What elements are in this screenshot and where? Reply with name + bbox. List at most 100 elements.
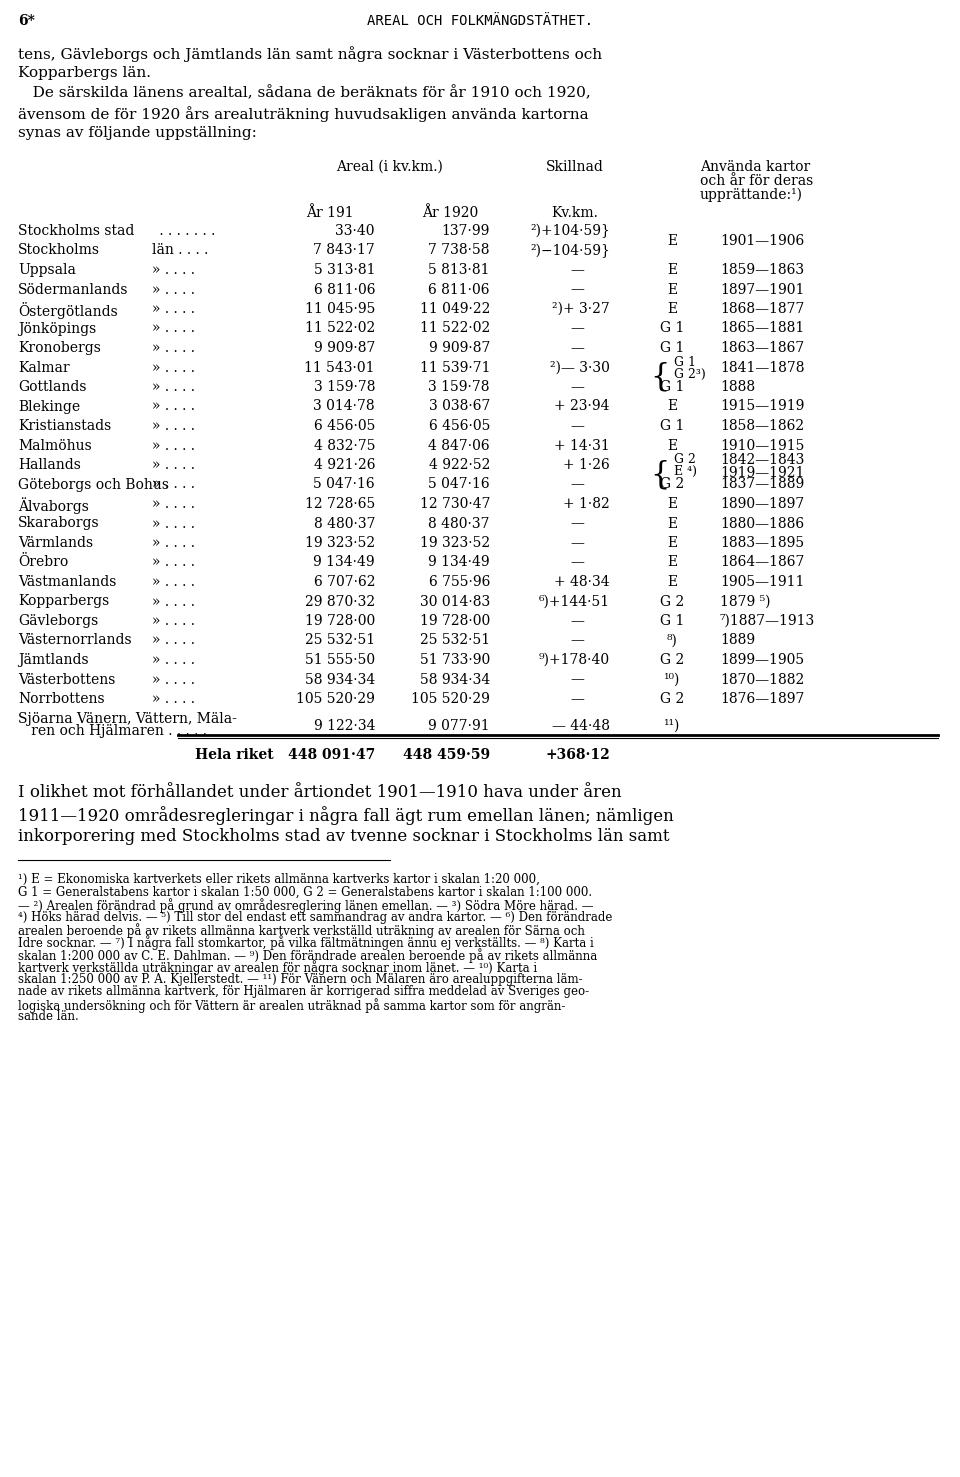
Text: + 48·34: + 48·34 [554,575,610,589]
Text: AREAL OCH FOLKMÄNGDSTÄTHET.: AREAL OCH FOLKMÄNGDSTÄTHET. [367,13,593,28]
Text: Kv.km.: Kv.km. [552,205,598,220]
Text: Västerbottens: Västerbottens [18,672,115,687]
Text: 6*: 6* [18,13,35,28]
Text: Jönköpings: Jönköpings [18,322,96,335]
Text: 448 091·47: 448 091·47 [288,747,375,762]
Text: 9 134·49: 9 134·49 [313,555,375,570]
Text: . . . . . . .: . . . . . . . [155,225,215,238]
Text: 1841—1878: 1841—1878 [720,362,804,375]
Text: arealen beroende på av rikets allmänna kartverk verkställd uträkning av arealen : arealen beroende på av rikets allmänna k… [18,923,585,938]
Text: » . . . .: » . . . . [152,595,195,609]
Text: 11 049·22: 11 049·22 [420,301,490,316]
Text: ⁹)+178·40: ⁹)+178·40 [539,653,610,668]
Text: 9 122·34: 9 122·34 [314,718,375,733]
Text: 51 555·50: 51 555·50 [305,653,375,668]
Text: G 1: G 1 [660,419,684,433]
Text: » . . . .: » . . . . [152,672,195,687]
Text: 9 077·91: 9 077·91 [428,718,490,733]
Text: nade av rikets allmänna kartverk, för Hjälmaren är korrigerad siffra meddelad av: nade av rikets allmänna kartverk, för Hj… [18,985,589,998]
Text: Areal (i kv.km.): Areal (i kv.km.) [337,160,444,174]
Text: » . . . .: » . . . . [152,399,195,414]
Text: 137·99: 137·99 [442,225,490,238]
Text: 1863—1867: 1863—1867 [720,341,804,354]
Text: {: { [651,459,670,490]
Text: » . . . .: » . . . . [152,419,195,433]
Text: 4 847·06: 4 847·06 [428,439,490,452]
Text: 1859—1863: 1859—1863 [720,263,804,278]
Text: ⁶)+144·51: ⁶)+144·51 [539,595,610,609]
Text: » . . . .: » . . . . [152,693,195,706]
Text: 1870—1882: 1870—1882 [720,672,804,687]
Text: 3 038·67: 3 038·67 [428,399,490,414]
Text: 7 738·58: 7 738·58 [428,244,490,257]
Text: 6 456·05: 6 456·05 [314,419,375,433]
Text: ²)— 3·30: ²)— 3·30 [550,360,610,375]
Text: » . . . .: » . . . . [152,575,195,589]
Text: 105 520·29: 105 520·29 [411,693,490,706]
Text: Blekinge: Blekinge [18,399,80,414]
Text: » . . . .: » . . . . [152,634,195,647]
Text: inkorporering med Stockholms stad av tvenne socknar i Stockholms län samt: inkorporering med Stockholms stad av tve… [18,829,669,845]
Text: 19 323·52: 19 323·52 [305,536,375,549]
Text: » . . . .: » . . . . [152,517,195,530]
Text: 11 543·01: 11 543·01 [304,360,375,375]
Text: —: — [570,419,584,433]
Text: 4 921·26: 4 921·26 [314,458,375,473]
Text: » . . . .: » . . . . [152,496,195,511]
Text: G 2: G 2 [660,477,684,492]
Text: sande län.: sande län. [18,1010,79,1024]
Text: —: — [570,380,584,394]
Text: 1880—1886: 1880—1886 [720,517,804,530]
Text: Västernorrlands: Västernorrlands [18,634,132,647]
Text: —: — [570,555,584,570]
Text: » . . . .: » . . . . [152,555,195,570]
Text: » . . . .: » . . . . [152,477,195,492]
Text: ¹¹): ¹¹) [663,718,681,733]
Text: och år för deras: och år för deras [700,174,813,188]
Text: Kopparbergs: Kopparbergs [18,595,109,609]
Text: 9 909·87: 9 909·87 [314,341,375,354]
Text: G 1: G 1 [674,356,696,368]
Text: » . . . .: » . . . . [152,536,195,549]
Text: E: E [667,575,677,589]
Text: ävensom de för 1920 års arealuträkning huvudsakligen använda kartorna: ävensom de för 1920 års arealuträkning h… [18,106,588,123]
Text: » . . . .: » . . . . [152,322,195,335]
Text: Östergötlands: Östergötlands [18,301,118,319]
Text: ¹⁰): ¹⁰) [663,672,681,687]
Text: År 191: År 191 [306,205,354,220]
Text: 19 728·00: 19 728·00 [304,614,375,628]
Text: —: — [570,282,584,297]
Text: » . . . .: » . . . . [152,439,195,452]
Text: 6 811·06: 6 811·06 [428,282,490,297]
Text: Stockholms: Stockholms [18,244,100,257]
Text: » . . . .: » . . . . [152,360,195,375]
Text: E: E [667,517,677,530]
Text: logiska undersökning och för Vättern är arealen uträknad på samma kartor som för: logiska undersökning och för Vättern är … [18,998,565,1013]
Text: Skillnad: Skillnad [546,160,604,174]
Text: 33·40: 33·40 [335,225,375,238]
Text: Kronobergs: Kronobergs [18,341,101,354]
Text: Stockholms stad: Stockholms stad [18,225,134,238]
Text: G 2³): G 2³) [674,368,706,381]
Text: upprättande:¹): upprättande:¹) [700,188,803,202]
Text: Göteborgs och Bohus: Göteborgs och Bohus [18,477,169,492]
Text: E: E [667,496,677,511]
Text: De särskilda länens arealtal, sådana de beräknats för år 1910 och 1920,: De särskilda länens arealtal, sådana de … [18,86,590,100]
Text: —: — [570,477,584,492]
Text: 7 843·17: 7 843·17 [313,244,375,257]
Text: » . . . .: » . . . . [152,341,195,354]
Text: 1897—1901: 1897—1901 [720,282,804,297]
Text: 25 532·51: 25 532·51 [420,634,490,647]
Text: 11 522·02: 11 522·02 [304,322,375,335]
Text: 3 159·78: 3 159·78 [314,380,375,394]
Text: 25 532·51: 25 532·51 [305,634,375,647]
Text: 1837—1889: 1837—1889 [720,477,804,492]
Text: » . . . .: » . . . . [152,380,195,394]
Text: 8 480·37: 8 480·37 [428,517,490,530]
Text: E: E [667,282,677,297]
Text: —: — [570,517,584,530]
Text: 5 047·16: 5 047·16 [313,477,375,492]
Text: kartverk verkställda uträkningar av arealen för några socknar inom länet. — ¹⁰) : kartverk verkställda uträkningar av area… [18,960,538,975]
Text: 4 832·75: 4 832·75 [314,439,375,452]
Text: 6 707·62: 6 707·62 [314,575,375,589]
